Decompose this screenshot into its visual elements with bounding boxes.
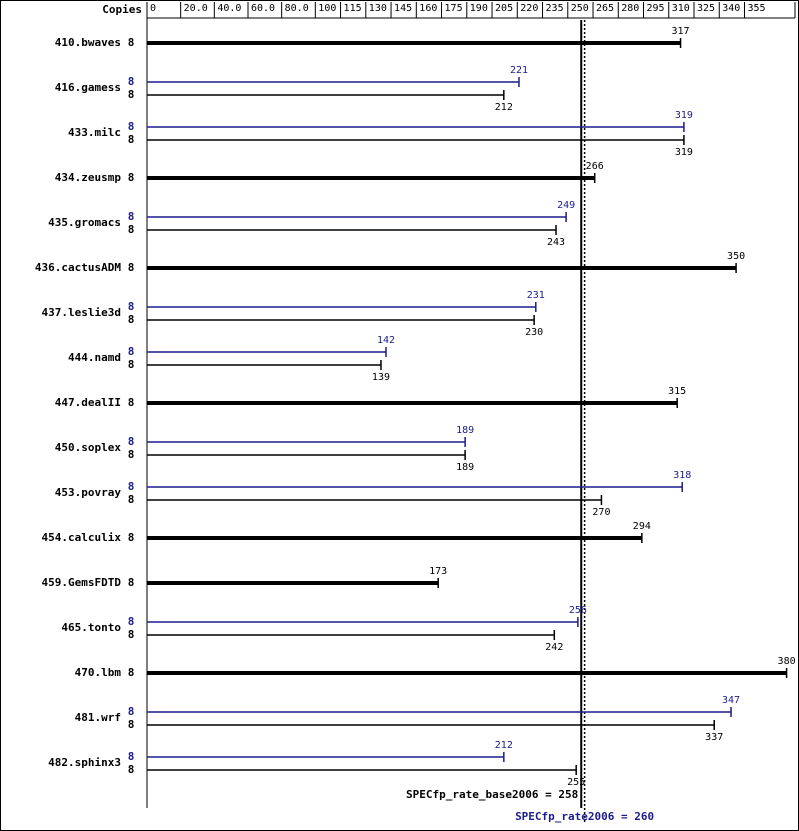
benchmark-label: 435.gromacs (48, 216, 121, 229)
copies: 8 (128, 171, 135, 184)
copies: 8 (128, 448, 135, 461)
x-tick-label: 295 (647, 3, 665, 14)
x-tick-label: 355 (748, 3, 766, 14)
x-tick-label: 115 (344, 3, 362, 14)
copies-header: Copies (102, 3, 142, 16)
copies: 8 (128, 36, 135, 49)
x-tick-label: 40.0 (217, 3, 241, 14)
x-tick-label: 235 (546, 3, 564, 14)
x-tick-label: 20.0 (184, 3, 208, 14)
copies: 8 (128, 358, 135, 371)
copies: 8 (128, 750, 135, 763)
benchmark-label: 470.lbm (75, 666, 122, 679)
value-label: 347 (722, 695, 740, 706)
value-label: 189 (456, 462, 474, 473)
value-label: 231 (527, 290, 545, 301)
copies: 8 (128, 396, 135, 409)
value-label: 230 (525, 327, 543, 338)
x-tick-label: 280 (621, 3, 639, 14)
copies: 8 (128, 576, 135, 589)
copies: 8 (128, 120, 135, 133)
value-label: 256 (569, 605, 587, 616)
x-tick-label: 265 (596, 3, 614, 14)
value-label: 221 (510, 65, 528, 76)
copies: 8 (128, 133, 135, 146)
value-label: 337 (705, 732, 723, 743)
benchmark-label: 453.povray (55, 486, 122, 499)
copies: 8 (128, 666, 135, 679)
x-tick-label: 190 (470, 3, 488, 14)
benchmark-label: 481.wrf (75, 711, 121, 724)
x-tick-label: 80.0 (285, 3, 309, 14)
value-label: 318 (673, 470, 691, 481)
benchmark-label: 450.soplex (55, 441, 122, 454)
x-tick-label: 250 (571, 3, 589, 14)
x-tick-label: 145 (394, 3, 412, 14)
copies: 8 (128, 480, 135, 493)
copies: 8 (128, 615, 135, 628)
benchmark-label: 416.gamess (55, 81, 121, 94)
benchmark-label: 482.sphinx3 (48, 756, 121, 769)
value-label: 189 (456, 425, 474, 436)
x-tick-label: 340 (722, 3, 740, 14)
copies: 8 (128, 628, 135, 641)
copies: 8 (128, 210, 135, 223)
value-label: 212 (495, 740, 513, 751)
copies: 8 (128, 261, 135, 274)
value-label: 212 (495, 102, 513, 113)
x-tick-label: 205 (495, 3, 513, 14)
value-label: 249 (557, 200, 575, 211)
copies: 8 (128, 763, 135, 776)
benchmark-label: 410.bwaves (55, 36, 121, 49)
copies: 8 (128, 705, 135, 718)
copies: 8 (128, 531, 135, 544)
benchmark-label: 454.calculix (42, 531, 122, 544)
value-label: 380 (778, 656, 796, 667)
copies: 8 (128, 88, 135, 101)
value-label: 139 (372, 372, 390, 383)
benchmark-label: 447.dealII (55, 396, 121, 409)
copies: 8 (128, 718, 135, 731)
value-label: 270 (592, 507, 610, 518)
benchmark-label: 437.leslie3d (42, 306, 121, 319)
copies: 8 (128, 493, 135, 506)
benchmark-label: 436.cactusADM (35, 261, 121, 274)
value-label: 243 (547, 237, 565, 248)
copies: 8 (128, 435, 135, 448)
benchmark-label: 433.milc (68, 126, 121, 139)
x-tick-label: 220 (520, 3, 538, 14)
x-tick-label: 100 (318, 3, 336, 14)
value-label: 315 (668, 386, 686, 397)
benchmark-label: 465.tonto (61, 621, 121, 634)
benchmark-label: 444.namd (68, 351, 121, 364)
x-tick-label: 160 (419, 3, 437, 14)
copies: 8 (128, 300, 135, 313)
value-label: 319 (675, 110, 693, 121)
reference-label: SPECfp_rate2006 = 260 (515, 810, 654, 823)
copies: 8 (128, 313, 135, 326)
benchmark-label: 459.GemsFDTD (42, 576, 122, 589)
value-label: 317 (672, 26, 690, 37)
value-label: 350 (727, 251, 745, 262)
value-label: 173 (429, 566, 447, 577)
x-tick-label: 325 (697, 3, 715, 14)
copies: 8 (128, 345, 135, 358)
x-tick-label: 0 (150, 3, 156, 14)
value-label: 266 (586, 161, 604, 172)
reference-label: SPECfp_rate_base2006 = 258 (406, 788, 578, 801)
value-label: 242 (545, 642, 563, 653)
copies: 8 (128, 75, 135, 88)
benchmark-label: 434.zeusmp (55, 171, 122, 184)
x-tick-label: 175 (445, 3, 463, 14)
value-label: 142 (377, 335, 395, 346)
x-tick-label: 130 (369, 3, 387, 14)
value-label: 319 (675, 147, 693, 158)
value-label: 294 (633, 521, 651, 532)
x-tick-label: 60.0 (251, 3, 275, 14)
x-tick-label: 310 (672, 3, 690, 14)
copies: 8 (128, 223, 135, 236)
value-label: 255 (567, 777, 585, 788)
